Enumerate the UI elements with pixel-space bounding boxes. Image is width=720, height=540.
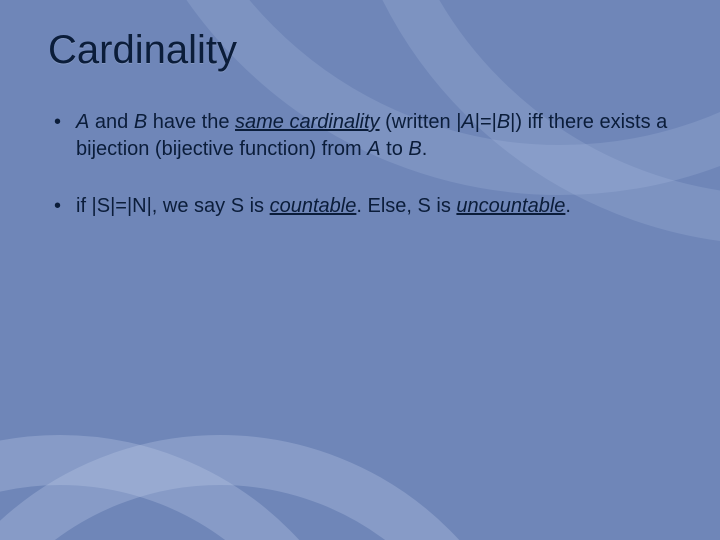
text-segment: B — [408, 138, 421, 160]
text-segment: same cardinality — [235, 111, 380, 133]
text-segment: and — [89, 111, 133, 133]
text-segment: A — [461, 111, 474, 133]
text-segment: to — [381, 138, 409, 160]
bullet-item: if |S|=|N|, we say S is countable. Else,… — [48, 193, 672, 220]
text-segment: (written | — [380, 111, 462, 133]
text-segment: B — [497, 111, 510, 133]
text-segment: . Else, S is — [356, 195, 456, 217]
slide-title: Cardinality — [48, 28, 672, 73]
text-segment: uncountable — [456, 195, 565, 217]
text-segment: countable — [270, 195, 357, 217]
slide: Cardinality A and B have the same cardin… — [0, 0, 720, 540]
text-segment: A — [367, 138, 380, 160]
text-segment: if |S|=|N|, we say S is — [76, 195, 270, 217]
text-segment: . — [422, 138, 428, 160]
text-segment: |=| — [475, 111, 497, 133]
text-segment: have the — [147, 111, 235, 133]
bullet-item: A and B have the same cardinality (writt… — [48, 109, 672, 163]
text-segment: B — [134, 111, 147, 133]
bullet-list: A and B have the same cardinality (writt… — [48, 109, 672, 220]
text-segment: A — [76, 111, 89, 133]
text-segment: . — [565, 195, 571, 217]
